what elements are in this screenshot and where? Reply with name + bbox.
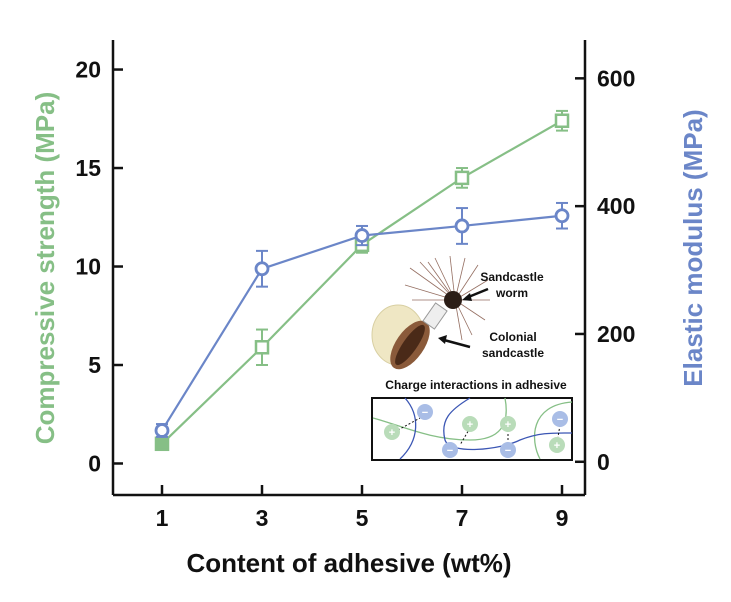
data-point-square [554,113,570,129]
charge-sign: + [467,419,473,431]
y-right-tick-label: 0 [597,449,610,475]
data-point-circle [554,208,570,224]
charge-title: Charge interactions in adhesive [385,378,567,392]
y-left-axis-label: Compressive strength (MPa) [30,92,60,445]
charges: + − + − + − − + [384,404,568,458]
x-tick-label: 3 [256,505,269,531]
data-point-circle [454,218,470,234]
charge-sign: − [422,407,428,419]
worm-label: Sandcastle [480,270,544,284]
negative-charge [442,442,458,458]
x-tick-label: 9 [556,505,569,531]
x-tick-label: 1 [156,505,169,531]
charge-sign: + [505,419,511,431]
sandcastle-worm-illustration [371,255,490,370]
positive-charge [384,424,400,440]
data-point-square [454,170,470,186]
y-left-tick-label: 10 [75,254,101,280]
y-left-tick-label: 5 [88,352,101,378]
y-right-tick-label: 400 [597,193,635,219]
data-point-square [254,340,270,355]
charge-sign: − [505,445,511,457]
y-left-tick-label: 20 [75,57,101,83]
negative-charge [500,442,516,458]
y-right-tick-label: 600 [597,65,635,91]
series [154,109,570,452]
x-tick-label: 7 [456,505,469,531]
x-axis-label: Content of adhesive (wt%) [186,548,511,578]
charge-sign: + [554,440,560,452]
charge-sign: − [447,445,453,457]
x-tick-label: 5 [356,505,369,531]
charge-sign: + [389,427,395,439]
colony-label: Colonial [489,330,536,344]
colony-label-line2: sandcastle [482,346,544,360]
data-point-square [154,436,170,452]
negative-charge [552,411,568,427]
positive-charge [549,437,565,453]
y-left-tick-label: 0 [88,450,101,476]
data-point-circle [254,261,270,277]
colony-arrow [443,338,471,349]
positive-charge [462,416,478,432]
series-circle [154,201,570,438]
y-left-tick-label: 15 [75,155,101,181]
y-right-tick-label: 200 [597,321,635,347]
charge-sign: − [557,414,563,426]
y-right-axis-label: Elastic modulus (MPa) [678,109,708,386]
inset: Sandcastle worm Colonial sandcastle Char… [371,255,573,461]
negative-charge [417,404,433,420]
data-point-circle [354,228,370,243]
worm-label-line2: worm [495,286,528,300]
data-point-circle [154,423,170,438]
positive-charge [500,416,516,432]
